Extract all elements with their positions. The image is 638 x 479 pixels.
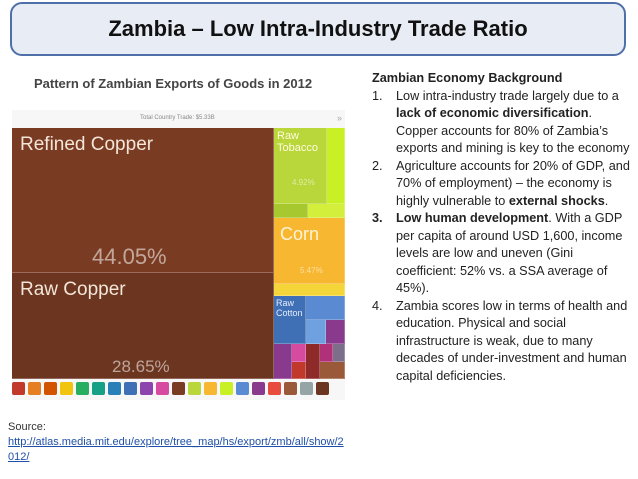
category-icon-13[interactable] <box>204 382 217 395</box>
slide-title: Zambia – Low Intra-Industry Trade Ratio <box>108 16 528 41</box>
treemap-block-lime-small-2[interactable] <box>308 204 345 218</box>
item-number: 2. <box>372 158 383 173</box>
treemap-block-yellow[interactable] <box>274 284 345 296</box>
category-icon-12[interactable] <box>188 382 201 395</box>
raw-tobacco-label: Raw Tobacco <box>277 130 318 154</box>
raw-cotton-label: Raw Cotton <box>276 298 303 318</box>
treemap-subtitle: Pattern of Zambian Exports of Goods in 2… <box>34 76 313 91</box>
category-icon-4[interactable] <box>60 382 73 395</box>
category-icon-6[interactable] <box>92 382 105 395</box>
treemap-block-purple[interactable] <box>274 344 292 379</box>
source-label: Source: <box>8 421 46 433</box>
category-icon-11[interactable] <box>172 382 185 395</box>
treemap-block-darkred[interactable] <box>306 344 320 379</box>
source-note: Source: http://atlas.media.mit.edu/explo… <box>8 420 348 465</box>
treemap-block-refined-copper[interactable]: Refined Copper 44.05% <box>12 128 274 273</box>
economy-background-panel: Zambian Economy Background 1. Low intra-… <box>372 70 634 385</box>
raw-tobacco-percent: 4.92% <box>292 178 315 187</box>
category-icon-1[interactable] <box>12 382 25 395</box>
treemap-block-lime[interactable] <box>327 128 345 204</box>
category-icon-5[interactable] <box>76 382 89 395</box>
category-icon-10[interactable] <box>156 382 169 395</box>
item-text-bold: Low human development <box>396 211 549 225</box>
total-trade-label: Total Country Trade: $5.33B <box>140 115 215 121</box>
item-text-pre: Agriculture accounts for 20% of GDP, and… <box>396 158 630 208</box>
category-icon-9[interactable] <box>140 382 153 395</box>
item-text-bold: external shocks <box>508 193 605 208</box>
category-icon-3[interactable] <box>44 382 57 395</box>
item-text-bold: lack of economic diversification <box>396 106 589 120</box>
background-item-4: 4. Zambia scores low in terms of health … <box>372 298 634 386</box>
treemap-block-grey[interactable] <box>333 344 345 362</box>
treemap-block-pink[interactable] <box>292 344 306 362</box>
item-text-post: . Copper accounts for 80% of Zambia’s ex… <box>396 106 630 155</box>
category-icon-row <box>12 379 345 399</box>
treemap-block-raw-cotton[interactable]: Raw Cotton <box>274 296 306 344</box>
category-icon-2[interactable] <box>28 382 41 395</box>
treemap-block-raw-tobacco[interactable]: Raw Tobacco 4.92% <box>274 128 327 204</box>
treemap-block-lime-small[interactable] <box>274 204 308 218</box>
treemap-block-raw-copper[interactable]: Raw Copper 28.65% <box>12 273 274 379</box>
treemap-block-blue-3[interactable] <box>306 320 326 344</box>
category-icon-16[interactable] <box>252 382 265 395</box>
slide-title-box: Zambia – Low Intra-Industry Trade Ratio <box>10 2 626 56</box>
item-text-post: . With a GDP per capita of around USD 1,… <box>396 211 623 295</box>
category-icon-17[interactable] <box>268 382 281 395</box>
item-number: 4. <box>372 298 383 313</box>
refined-copper-label: Refined Copper <box>20 134 154 155</box>
corn-label: Corn <box>280 224 320 244</box>
treemap-block-brown2[interactable] <box>320 362 345 379</box>
background-heading: Zambian Economy Background <box>372 71 563 85</box>
treemap-header: Total Country Trade: $5.33B » <box>12 110 345 128</box>
export-treemap: Total Country Trade: $5.33B » Refined Co… <box>12 110 345 400</box>
category-icon-20[interactable] <box>316 382 329 395</box>
raw-copper-percent: 28.65% <box>112 357 170 376</box>
expand-arrow-icon[interactable]: » <box>336 113 342 123</box>
treemap-block-red[interactable] <box>292 362 306 379</box>
item-number: 3. <box>372 211 383 225</box>
treemap-block-magenta[interactable] <box>320 344 333 362</box>
category-icon-15[interactable] <box>236 382 249 395</box>
category-icon-14[interactable] <box>220 382 233 395</box>
background-list: 1. Low intra-industry trade largely due … <box>372 88 634 386</box>
refined-copper-percent: 44.05% <box>92 244 167 269</box>
item-text-pre: Zambia scores low in terms of health and… <box>396 298 628 383</box>
background-item-1: 1. Low intra-industry trade largely due … <box>372 88 634 158</box>
source-link[interactable]: http://atlas.media.mit.edu/explore/tree_… <box>8 436 344 463</box>
background-item-3: 3. Low human development. With a GDP per… <box>372 210 634 298</box>
treemap-block-corn[interactable]: Corn 5.47% <box>274 218 345 284</box>
treemap-block-blue-4[interactable] <box>326 320 345 344</box>
category-icon-19[interactable] <box>300 382 313 395</box>
category-icon-8[interactable] <box>124 382 137 395</box>
background-item-2: 2. Agriculture accounts for 20% of GDP, … <box>372 158 634 211</box>
item-number: 1. <box>372 88 383 103</box>
item-text-pre: Low intra-industry trade largely due to … <box>396 88 619 103</box>
corn-percent: 5.47% <box>300 266 323 275</box>
category-icon-7[interactable] <box>108 382 121 395</box>
raw-copper-label: Raw Copper <box>20 279 126 300</box>
treemap-block-blue-2[interactable] <box>306 296 345 320</box>
item-text-post: . <box>604 193 609 208</box>
category-icon-18[interactable] <box>284 382 297 395</box>
